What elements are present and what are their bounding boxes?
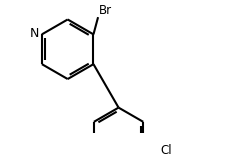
Text: Br: Br [99, 4, 112, 16]
Text: N: N [30, 27, 39, 40]
Text: Cl: Cl [160, 144, 172, 154]
